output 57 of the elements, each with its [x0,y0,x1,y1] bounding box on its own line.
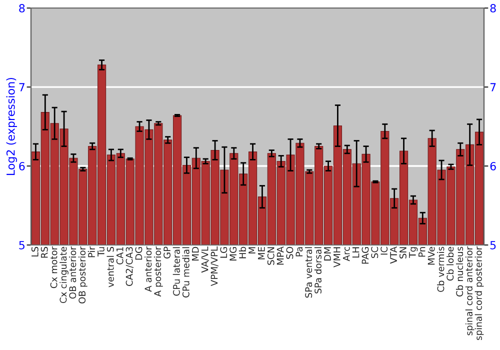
x-tick-label: SCN [267,247,274,265]
x-tick-label: SC [371,246,378,258]
x-tick-label: Cb lobe [446,246,454,281]
x-tick-label: SPa ventral [304,247,312,298]
x-tick-label: SO [286,246,294,259]
x-tick-label: LG [220,247,228,258]
x-tick-label: Cx motor [50,246,58,288]
x-tick-label: A posterior [154,246,163,297]
x-tick-label: CA1 [116,247,124,264]
x-tick-label: MG [230,247,237,260]
x-tick-label: Cb vermis [437,246,444,292]
x-tick-label: Hb [238,246,246,258]
x-tick-label: Pa [296,247,303,256]
x-tick-label: Tu [98,247,104,256]
x-tick-label: Pir [88,246,95,258]
x-tick-label: VMH [334,247,340,268]
x-tick-label: M [248,247,256,254]
x-tick-label: VTA [390,246,397,264]
x-tick-label: ventral S [106,246,114,288]
x-tick-label: MD [192,246,199,260]
x-tick-label: spinal cord anterior [465,246,474,336]
y-axis-title: Log2 (expression) [6,78,17,175]
x-tick-label: Pn [418,247,426,257]
x-tick-label: Arc [343,246,350,262]
x-tick-label: IC [380,246,388,255]
y-tick-label: 5 [19,241,24,250]
y2-tick-label: 5 [490,241,496,250]
x-tick-label: OB anterior [69,246,76,299]
y2-tick-label: 8 [490,4,496,12]
x-tick-label: CPu lateral [172,247,180,296]
x-tick-label: LH [352,247,360,258]
x-tick-label: VA/VL [201,246,209,273]
x-tick-label: Cb nucleus [456,246,464,296]
x-tick-label: DG [135,247,142,260]
x-tick-label: Cx cingulate [60,246,68,304]
x-tick-label: MVe [428,246,435,265]
y2-tick-label: 6 [490,162,496,170]
x-tick-label: CA2/CA3 [126,247,134,286]
y2-tick-label: 7 [490,83,496,92]
x-tick-label: GP [164,246,171,259]
x-tick-label: VPM/VPL [210,246,218,286]
x-tick-label: SN [400,247,406,258]
x-tick-label: OB posterior [78,246,88,304]
x-tick-label: RS [40,246,48,258]
x-tick-label: PAG [362,247,369,264]
x-tick-label: ME [258,246,265,260]
y-tick-label: 8 [19,4,25,12]
x-tick-label: CPu medial [182,247,190,298]
x-tick-label: A anterior [144,246,152,292]
x-tick-label: LS [31,246,38,256]
y-tick-label: 6 [19,162,25,170]
x-tick-label: Tg [409,247,418,258]
x-tick-label: SPa dorsal [314,247,322,294]
x-tick-label: MPA [276,246,284,265]
x-tick-label: spinal cord posterior [474,246,484,340]
y-tick-label: 7 [19,83,24,92]
x-tick-label: DM [324,247,331,260]
